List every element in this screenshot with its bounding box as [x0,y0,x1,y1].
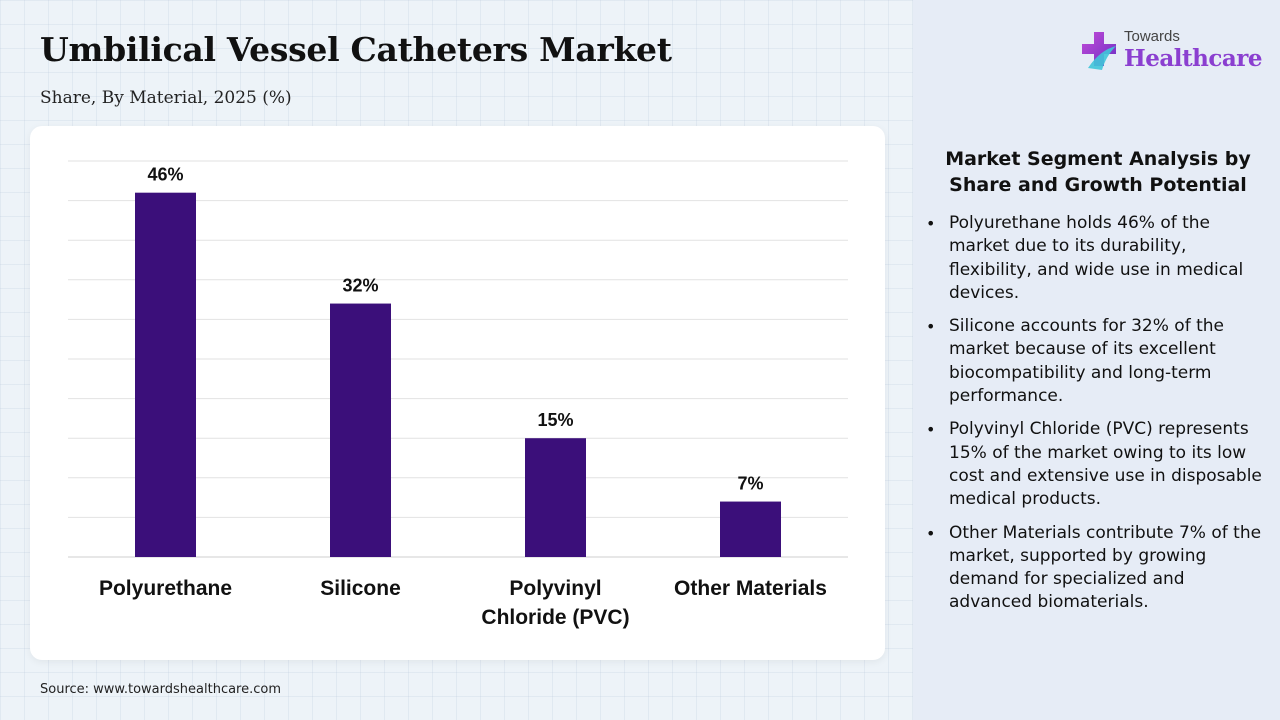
analysis-title: Market Segment Analysis by Share and Gro… [945,148,1251,196]
analysis-point: Polyvinyl Chloride (PVC) represents 15% … [924,418,1264,511]
data-label: 7% [737,474,763,494]
x-tick-label: Polyurethane [99,577,232,600]
x-tick-label: Silicone [320,577,401,600]
logo-text-bottom: Healthcare [1124,45,1263,72]
analysis-point: Other Materials contribute 7% of the mar… [924,522,1264,615]
bar-chart: 46% Polyurethane 32% Silicone 15% Polyvinyl Ch… [68,160,848,629]
source-note: Source: www.towardshealthcare.com [40,682,282,697]
page-subtitle: Share, By Material, 2025 (%) [40,88,292,108]
x-tick-label: Other Materials [674,577,827,600]
data-label: 32% [342,276,378,296]
analysis-point: Polyurethane holds 46% of the market due… [924,212,1264,305]
analysis-point: Silicone accounts for 32% of the market … [924,315,1264,408]
analysis-list: Polyurethane holds 46% of the market due… [924,212,1264,625]
medical-cross-icon [1082,32,1116,70]
chart-card: 46% Polyurethane 32% Silicone 15% Polyvinyl Ch… [30,126,885,660]
x-tick-label: Polyvinyl [509,577,601,600]
bar-silicone [330,303,391,557]
bar-polyvinyl-chloride-pvc [525,438,586,557]
bar-polyurethane [135,192,196,557]
data-label: 15% [537,410,573,430]
towards-healthcare-logo: Towards Healthcare [1080,28,1263,78]
x-tick-label: Chloride (PVC) [481,606,629,629]
bar-other-materials [720,501,781,557]
data-label: 46% [147,165,183,185]
logo-text-top: Towards [1124,28,1180,45]
page-title: Umbilical Vessel Catheters Market [40,30,672,69]
